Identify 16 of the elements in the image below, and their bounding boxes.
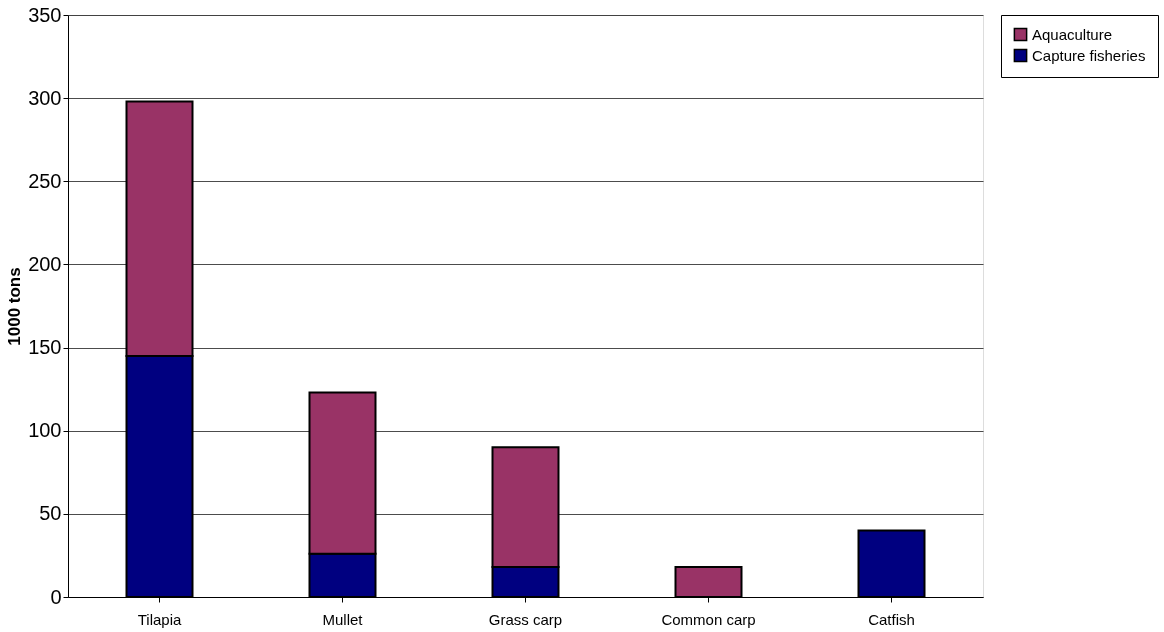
y-axis-title: 1000 tons bbox=[5, 267, 25, 346]
y-tick-label: 100 bbox=[28, 419, 62, 442]
x-tick-label: Grass carp bbox=[488, 610, 563, 628]
x-tick-label: Mullet bbox=[322, 610, 364, 628]
y-tick-label: 300 bbox=[28, 86, 62, 109]
legend-label: Capture fisheries bbox=[1032, 46, 1146, 64]
x-tick-label: Tilapia bbox=[137, 610, 182, 628]
y-tick-label: 200 bbox=[28, 252, 62, 275]
x-tick-label: Catfish bbox=[868, 610, 915, 628]
x-tick-label: Common carp bbox=[661, 610, 756, 628]
y-tick-label: 250 bbox=[28, 169, 62, 192]
y-tick-label: 150 bbox=[28, 336, 62, 359]
legend-label: Aquaculture bbox=[1032, 25, 1113, 43]
y-tick-label: 50 bbox=[39, 502, 62, 525]
y-tick-label: 0 bbox=[50, 585, 62, 608]
y-tick-label: 350 bbox=[28, 3, 62, 26]
